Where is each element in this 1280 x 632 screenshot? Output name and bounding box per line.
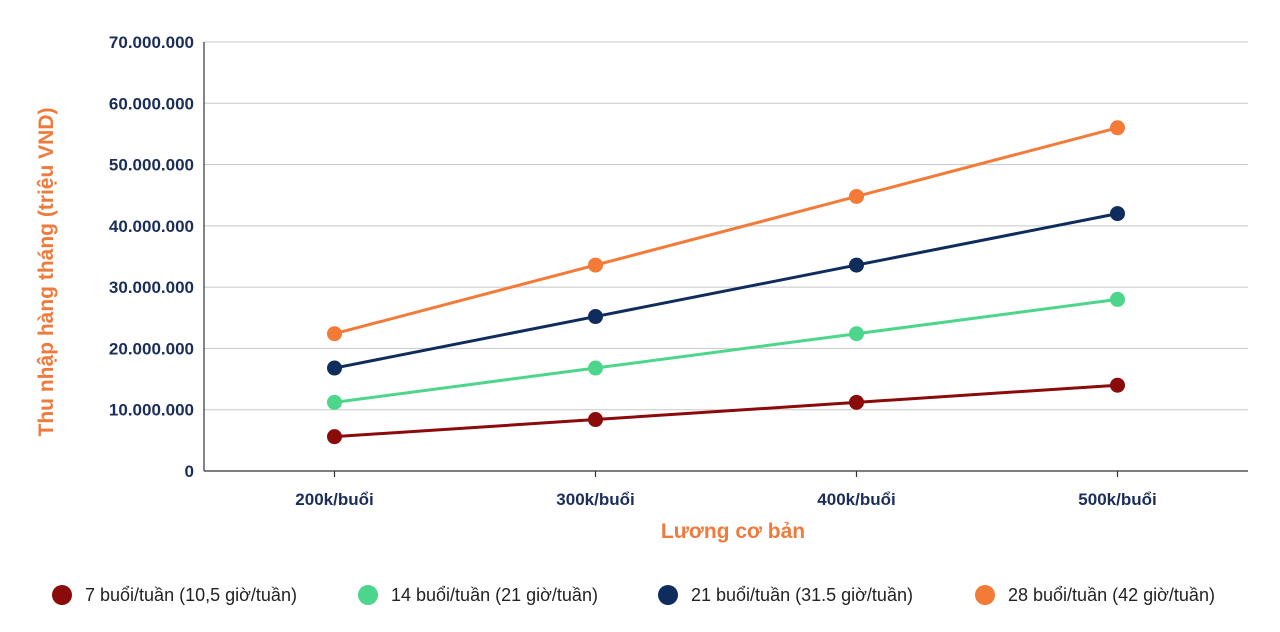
x-axis: 200k/buổi 300k/buổi 400k/buổi 500k/buổi [203, 42, 1248, 509]
x-tick-label: 400k/buổi [817, 490, 895, 509]
x-axis-title: Lương cơ bản [661, 520, 805, 543]
y-tick-label: 50.000.000 [109, 156, 194, 175]
data-point [1110, 206, 1125, 222]
series-lines [327, 120, 1125, 445]
legend-item: 21 buổi/tuần (31.5 giờ/tuần) [658, 585, 913, 605]
legend-marker [975, 585, 995, 605]
x-tick-label: 300k/buổi [556, 490, 634, 509]
legend-item: 14 buổi/tuần (21 giờ/tuần) [358, 585, 598, 605]
series-line [334, 383, 1118, 439]
data-point [588, 360, 603, 376]
legend-item: 28 buổi/tuần (42 giờ/tuần) [975, 585, 1215, 605]
data-point [327, 360, 342, 376]
x-tick-label: 200k/buổi [295, 490, 373, 509]
legend: 7 buổi/tuần (10,5 giờ/tuần) 14 buổi/tuần … [52, 585, 1215, 605]
series-4 [327, 120, 1125, 342]
data-point [849, 394, 864, 410]
y-tick-label: 30.000.000 [109, 278, 194, 297]
series-line [334, 212, 1118, 370]
data-point [588, 257, 603, 273]
legend-label: 7 buổi/tuần (10,5 giờ/tuần) [85, 585, 297, 605]
data-point [588, 412, 603, 428]
y-axis-title: Thu nhập hàng tháng (triệu VND) [35, 108, 58, 437]
data-point [1110, 291, 1125, 307]
legend-marker [358, 585, 378, 605]
data-point [1110, 377, 1125, 393]
series-2 [327, 291, 1125, 410]
data-point [849, 257, 864, 273]
y-tick-label: 10.000.000 [109, 401, 194, 420]
data-point [327, 394, 342, 410]
gridlines [204, 41, 1248, 411]
legend-marker [52, 585, 72, 605]
y-tick-label: 70.000.000 [109, 33, 194, 52]
x-tick-label: 500k/buổi [1078, 490, 1156, 509]
y-axis-ticks: 0 10.000.000 20.000.000 30.000.000 40.000.00… [109, 33, 194, 481]
series-3 [327, 206, 1125, 376]
data-point [1110, 120, 1125, 136]
series-line [334, 297, 1118, 404]
y-tick-label: 20.000.000 [109, 339, 194, 358]
data-point [327, 429, 342, 445]
legend-marker [658, 585, 678, 605]
data-point [849, 326, 864, 342]
series-1 [327, 377, 1125, 445]
legend-label: 14 buổi/tuần (21 giờ/tuần) [391, 585, 598, 605]
y-tick-label: 60.000.000 [109, 94, 194, 113]
data-point [588, 309, 603, 325]
y-tick-label: 40.000.000 [109, 217, 194, 236]
data-point [849, 188, 864, 204]
legend-label: 28 buổi/tuần (42 giờ/tuần) [1008, 585, 1215, 605]
series-line [334, 126, 1118, 336]
data-point [327, 326, 342, 342]
legend-label: 21 buổi/tuần (31.5 giờ/tuần) [691, 585, 913, 605]
legend-item: 7 buổi/tuần (10,5 giờ/tuần) [52, 585, 297, 605]
y-tick-label: 0 [185, 462, 194, 481]
